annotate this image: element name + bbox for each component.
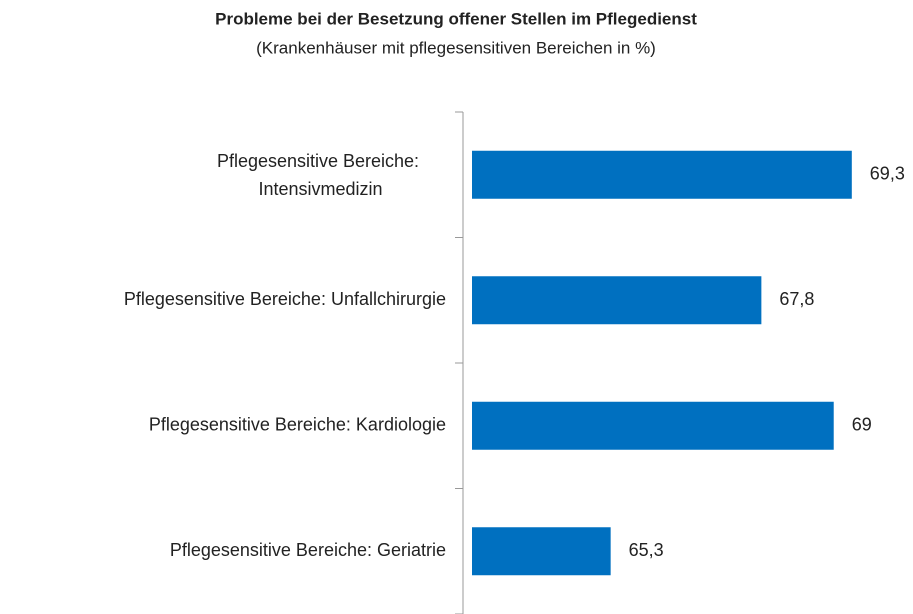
data-label: 67,8 xyxy=(779,289,814,309)
bar xyxy=(472,527,611,576)
chart-title: Probleme bei der Besetzung offener Stell… xyxy=(215,9,697,28)
bar xyxy=(472,276,762,325)
data-label: 69 xyxy=(852,415,872,435)
bar xyxy=(472,401,834,450)
y-tick-label: Pflegesensitive Bereiche: Kardiologie xyxy=(149,415,446,435)
y-tick-label: Pflegesensitive Bereiche: Intensivmedizi… xyxy=(217,151,419,199)
data-label: 65,3 xyxy=(629,540,664,560)
y-tick-label: Pflegesensitive Bereiche: Geriatrie xyxy=(170,540,446,560)
data-label: 69,3 xyxy=(870,164,905,184)
bar xyxy=(472,150,852,199)
y-tick-label: Pflegesensitive Bereiche: Unfallchirurgi… xyxy=(124,289,446,309)
chart-subtitle: (Krankenhäuser mit pflegesensitiven Bere… xyxy=(256,38,656,57)
